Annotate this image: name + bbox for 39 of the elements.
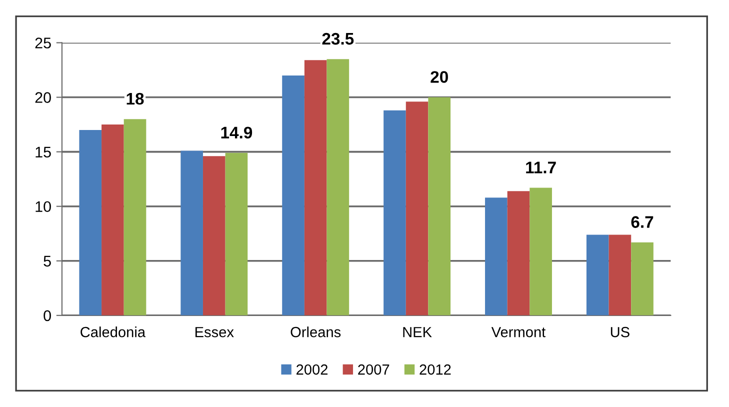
x-tick-label: Caledonia <box>80 326 146 338</box>
y-tick-label: 0 <box>44 310 51 322</box>
bar <box>406 102 428 316</box>
y-tick-label: 15 <box>36 146 51 158</box>
y-tick-label: 5 <box>44 256 51 267</box>
bar <box>631 242 654 316</box>
x-tick-label: NEK <box>403 327 432 338</box>
legend-label: 2007 <box>358 364 390 375</box>
bar <box>586 234 609 316</box>
bar <box>180 150 203 316</box>
y-tick-label: 10 <box>36 201 51 212</box>
data-label: 6.7 <box>631 216 654 228</box>
bar <box>202 156 226 316</box>
y-tick-label: 20 <box>35 92 51 103</box>
bar <box>485 198 508 316</box>
data-label: 18 <box>126 92 144 105</box>
bar <box>282 75 304 316</box>
x-tick-label: Essex <box>195 327 234 338</box>
bar <box>326 59 350 316</box>
bar <box>384 110 406 316</box>
bar <box>304 60 327 316</box>
legend-label: 2012 <box>420 364 451 375</box>
bar <box>225 152 248 316</box>
x-tick-label: Vermont <box>491 327 546 338</box>
bar <box>124 119 146 316</box>
bar <box>608 234 632 316</box>
x-tick-label: US <box>610 326 630 338</box>
bar <box>79 130 102 316</box>
legend-label: 2002 <box>296 364 328 375</box>
y-tick-label: 25 <box>35 38 51 48</box>
x-tick-label: Orleans <box>290 326 341 338</box>
bar <box>102 124 124 316</box>
data-label: 20 <box>430 71 448 83</box>
data-label: 23.5 <box>322 32 354 45</box>
bar <box>507 191 530 316</box>
data-label: 14.9 <box>221 126 252 138</box>
bar <box>428 97 451 316</box>
bar <box>530 188 552 316</box>
data-label: 11.7 <box>526 162 556 174</box>
